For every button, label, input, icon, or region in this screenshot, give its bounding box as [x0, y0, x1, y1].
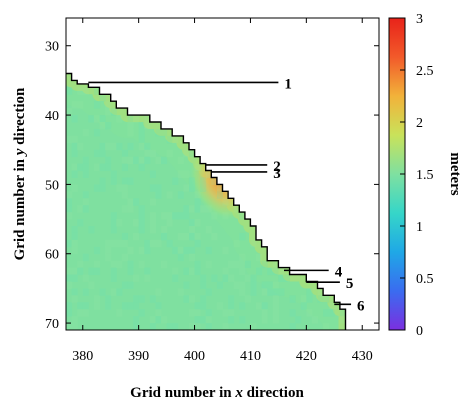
- x-tick-label: 400: [184, 349, 205, 364]
- x-tick-label: 430: [352, 349, 373, 364]
- colorbar-tick-label: 0: [416, 324, 423, 339]
- x-tick-label: 390: [128, 349, 149, 364]
- y-tick-label: 60: [45, 248, 59, 263]
- x-tick-label: 410: [240, 349, 261, 364]
- y-tick-label: 40: [45, 109, 59, 124]
- colorbar-tick-label: 1.5: [416, 168, 434, 183]
- colorbar-tick-label: 0.5: [416, 272, 434, 287]
- y-tick-label: 50: [45, 178, 59, 193]
- annotation-label-4: 4: [335, 264, 343, 280]
- colorbar-tick-label: 2: [416, 116, 423, 131]
- plot-frame: [65, 17, 380, 331]
- annotation-label-2: 2: [273, 159, 281, 175]
- x-tick-label: 420: [296, 349, 317, 364]
- x-axis-title: Grid number in x direction: [130, 385, 304, 401]
- coastline-boundary: [66, 72, 347, 330]
- colorbar-tick-label: 2.5: [416, 64, 434, 79]
- colorbar-tick-label: 3: [416, 12, 423, 27]
- annotation-label-3: 3: [273, 166, 281, 182]
- x-tick-label: 380: [72, 349, 93, 364]
- heatmap-field: [66, 73, 346, 330]
- y-axis-title: Grid number in y direction: [12, 87, 28, 260]
- annotation-label-5: 5: [346, 276, 354, 292]
- colorbar-tick-label: 1: [416, 220, 423, 235]
- annotation-label-6: 6: [357, 298, 365, 314]
- y-tick-label: 70: [45, 317, 59, 332]
- colorbar-title: meters: [447, 152, 463, 195]
- y-tick-label: 30: [45, 40, 59, 55]
- annotation-label-1: 1: [284, 76, 292, 92]
